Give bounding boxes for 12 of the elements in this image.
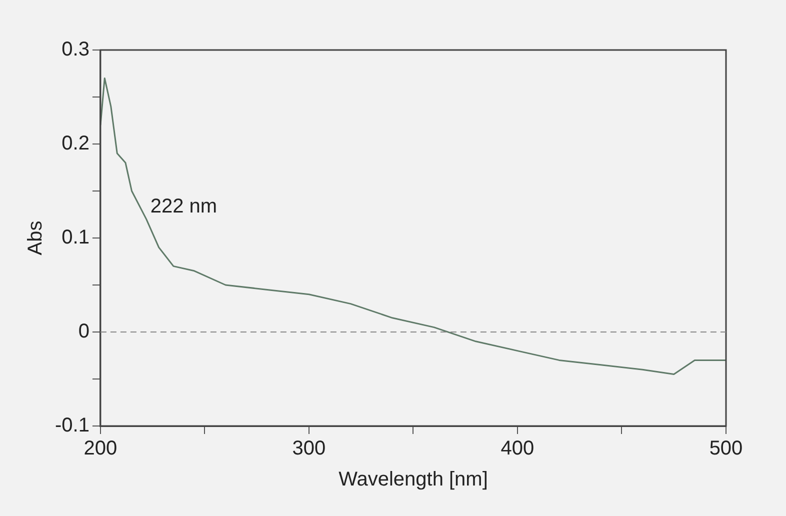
y-tick-label: 0.1 [62,226,90,249]
y-axis-title: Abs [24,220,47,256]
x-tick-label: 300 [292,438,326,460]
y-tick-label: 0 [78,320,90,343]
annotation: 222 nm [150,196,218,218]
y-tick-label: 0.3 [62,38,90,61]
x-tick-label: 400 [500,438,534,460]
x-tick-label: 200 [84,438,118,460]
x-tick-label: 500 [709,438,743,460]
y-tick-label: 0.2 [62,132,90,155]
x-axis-title: Wavelength [nm] [338,468,488,491]
y-tick-label: -0.1 [54,414,90,437]
